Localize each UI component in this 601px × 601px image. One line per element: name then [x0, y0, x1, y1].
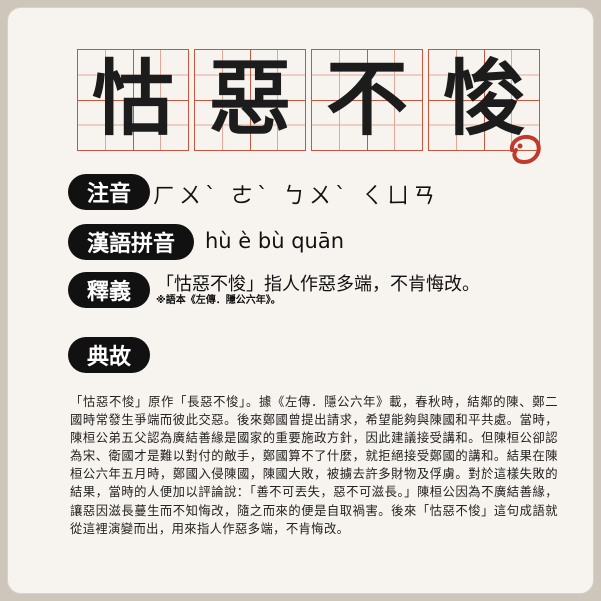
allusion-label: 典故: [68, 337, 150, 373]
title-char: 惡: [208, 52, 291, 147]
title-char: 悛: [442, 52, 525, 147]
idiom-title: 怙 惡 不 悛: [77, 49, 540, 151]
allusion-text: 「怙惡不悛」原作「長惡不悛」。據《左傳．隱公六年》載，春秋時，結鄰的陳、鄭二國時…: [70, 395, 558, 536]
title-char-cell: 悛: [428, 49, 540, 151]
idiom-card: 怙 惡 不 悛 注音 ㄏㄨˋ ㄜˋ ㄅㄨˋ ㄑㄩㄢ 漢語拼音 hù è bù q…: [7, 7, 594, 594]
definition-source: ※語本《左傳．隱公六年》。: [156, 295, 281, 306]
title-char: 怙: [91, 52, 174, 147]
definition-text: 「怙惡不悛」指人作惡多端，不肯悔改。: [156, 274, 480, 295]
title-char-cell: 惡: [194, 49, 306, 151]
pinyin-label: 漢語拼音: [68, 224, 194, 260]
title-char: 不: [325, 52, 408, 147]
pinyin-value: hù è bù quān: [205, 229, 345, 253]
zhuyin-value: ㄏㄨˋ ㄜˋ ㄅㄨˋ ㄑㄩㄢ: [153, 184, 439, 209]
title-char-cell: 不: [311, 49, 423, 151]
definition-label: 釋義: [68, 272, 150, 308]
red-seal-icon: [509, 134, 541, 165]
title-char-cell: 怙: [77, 49, 189, 151]
zhuyin-label: 注音: [68, 174, 150, 210]
